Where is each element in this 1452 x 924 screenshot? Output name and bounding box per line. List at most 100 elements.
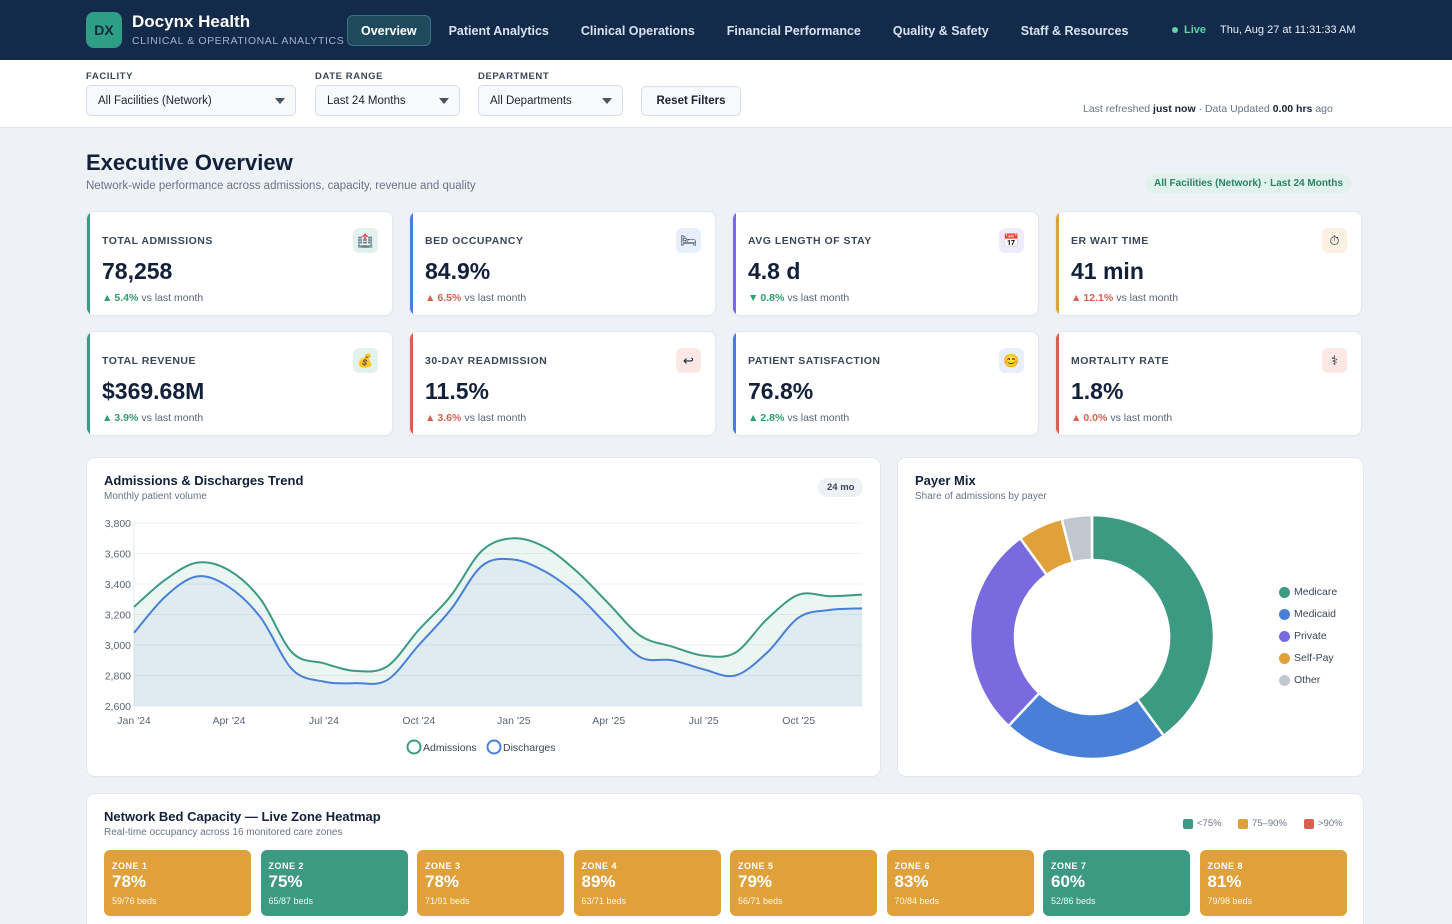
x-tick-label: Apr '25 [592,715,625,727]
trend-panel: Admissions & Discharges Trend Monthly pa… [86,457,881,777]
legend-label[interactable]: Discharges [503,742,556,754]
y-tick-label: 2,600 [105,701,131,713]
tab-staff-resources[interactable]: Staff & Resources [1020,23,1129,38]
kpi-label: BED OCCUPANCY [425,235,524,247]
kpi-card-30-day-readmission[interactable]: 30-DAY READMISSION 11.5% ↩ ▲ 3.6% vs last mon… [409,331,716,436]
kpi-label: PATIENT SATISFACTION [748,355,881,367]
page-subtitle: Network-wide performance across admissio… [86,180,476,192]
delta-suffix: vs last month [141,292,204,304]
y-tick-label: 3,200 [105,610,131,622]
kpi-card-total-revenue[interactable]: TOTAL REVENUE $369.68M 💰 ▲ 3.9% vs last month [86,331,393,436]
kpi-value: 84.9% [425,258,491,284]
kpi-card-er-wait-time[interactable]: ER WAIT TIME 41 min ⏱ ▲ 12.1% vs last month [1055,211,1362,316]
period-badge[interactable]: 24 mo [818,478,864,497]
payer-legend-item[interactable]: Other [1279,674,1320,686]
payer-legend-item[interactable]: Medicaid [1279,608,1336,620]
legend-swatch-admissions[interactable] [406,739,422,755]
series-area-discharges [134,558,862,706]
legend-swatch [1183,818,1193,829]
stopwatch-icon: ⏱ [1322,228,1347,253]
kpi-delta: ▲ 6.5% vs last month [425,292,526,304]
zone-tile[interactable]: ZONE 3 78% 71/91 beds [417,850,564,916]
y-tick-label: 2,800 [105,671,131,683]
payer-subtitle: Share of admissions by payer [915,491,1047,502]
zone-tile[interactable]: ZONE 5 79% 56/71 beds [730,850,877,916]
kpi-card-mortality-rate[interactable]: MORTALITY RATE 1.8% ⚕ ▲ 0.0% vs last month [1055,331,1362,436]
zone-occupancy: 75% [268,872,303,891]
department-select[interactable]: All Departments [478,85,623,116]
trend-title: Admissions & Discharges Trend [104,473,304,488]
live-indicator: Live [1172,24,1206,36]
kpi-value: 41 min [1071,258,1144,284]
kpi-value: 4.8 d [748,258,801,284]
kpi-card-avg-length-of-stay[interactable]: AVG LENGTH OF STAY 4.8 d 📅 ▼ 0.8% vs last mon… [732,211,1039,316]
delta-suffix: vs last month [464,412,527,424]
payer-legend-item[interactable]: Medicare [1279,586,1337,598]
heatmap-title: Network Bed Capacity — Live Zone Heatmap [104,809,381,824]
tab-quality-safety[interactable]: Quality & Safety [892,23,989,38]
refreshed-prefix: Last refreshed [1083,103,1151,115]
y-tick-label: 3,600 [105,549,131,561]
slice-private[interactable] [968,536,1049,728]
zone-tile[interactable]: ZONE 7 60% 52/86 beds [1043,850,1190,916]
brand-subtitle: CLINICAL & OPERATIONAL ANALYTICS [132,35,345,47]
facility-select[interactable]: All Facilities (Network) [86,85,296,116]
payer-legend-item[interactable]: Self-Pay [1279,652,1334,664]
kpi-card-bed-occupancy[interactable]: BED OCCUPANCY 84.9% 🛏 ▲ 6.5% vs last month [409,211,716,316]
kpi-delta: ▲ 0.0% vs last month [1071,412,1172,424]
kpi-value: 76.8% [748,378,814,404]
zone-tile[interactable]: ZONE 4 89% 63/71 beds [573,850,721,916]
tab-clinical-operations[interactable]: Clinical Operations [580,23,695,38]
payer-legend-item[interactable]: Private [1279,630,1327,642]
kpi-delta: ▲ 12.1% vs last month [1071,292,1178,304]
kpi-card-patient-satisfaction[interactable]: PATIENT SATISFACTION 76.8% 😊 ▲ 2.8% vs last m… [732,331,1039,436]
zone-tile[interactable]: ZONE 2 75% 65/87 beds [260,850,408,916]
reset-filters-button[interactable]: Reset Filters [641,86,741,116]
series-line-discharges [133,557,863,685]
zone-name: ZONE 4 [581,861,618,871]
slice-medicaid[interactable] [1006,691,1166,761]
slice-medicare[interactable] [1090,513,1216,738]
zone-tile[interactable]: ZONE 8 81% 79/98 beds [1199,850,1347,916]
live-label: Live [1184,24,1207,36]
delta-arrow-icon: ▼ [748,292,759,304]
y-tick-label: 3,000 [105,640,131,652]
delta-value: 2.8% [760,412,785,424]
delta-value: 12.1% [1083,292,1114,304]
kpi-delta: ▲ 3.6% vs last month [425,412,526,424]
delta-suffix: vs last month [787,292,850,304]
chevron-down-icon [439,98,449,104]
legend-swatch [1238,818,1248,829]
legend-swatch [1279,608,1290,620]
delta-arrow-icon: ▲ [425,412,436,424]
delta-suffix: vs last month [141,412,204,424]
legend-label: Self-Pay [1294,652,1334,664]
zone-tile[interactable]: ZONE 1 78% 59/76 beds [104,850,251,916]
tab-patient-analytics[interactable]: Patient Analytics [448,23,549,38]
zone-beds: 59/76 beds [112,896,157,906]
slice-other[interactable] [1060,513,1094,564]
kpi-value: 78,258 [102,258,173,284]
tab-overview[interactable]: Overview [347,15,431,46]
date-range-select[interactable]: Last 24 Months [315,85,460,116]
delta-arrow-icon: ▲ [1071,292,1082,304]
delta-value: 6.5% [437,292,462,304]
x-tick-label: Oct '25 [782,715,815,727]
zone-beds: 52/86 beds [1051,896,1096,906]
kpi-card-total-admissions[interactable]: TOTAL ADMISSIONS 78,258 🏥 ▲ 5.4% vs last mont… [86,211,393,316]
chevron-down-icon [602,98,612,104]
legend-label: Private [1294,630,1327,642]
zone-tile[interactable]: ZONE 6 83% 70/84 beds [886,850,1034,916]
legend-label[interactable]: Admissions [423,742,477,754]
delta-value: 5.4% [114,292,139,304]
kpi-accent-bar [1056,212,1059,315]
kpi-label: TOTAL ADMISSIONS [102,235,213,247]
legend-label: Medicare [1294,586,1338,598]
trend-subtitle: Monthly patient volume [104,491,207,502]
series-line-admissions [133,537,863,673]
delta-suffix: vs last month [787,412,850,424]
tab-financial-performance[interactable]: Financial Performance [726,23,861,38]
legend-swatch-discharges[interactable] [486,739,502,755]
heatmap-subtitle: Real-time occupancy across 16 monitored … [104,827,343,838]
zone-name: ZONE 3 [425,861,461,871]
